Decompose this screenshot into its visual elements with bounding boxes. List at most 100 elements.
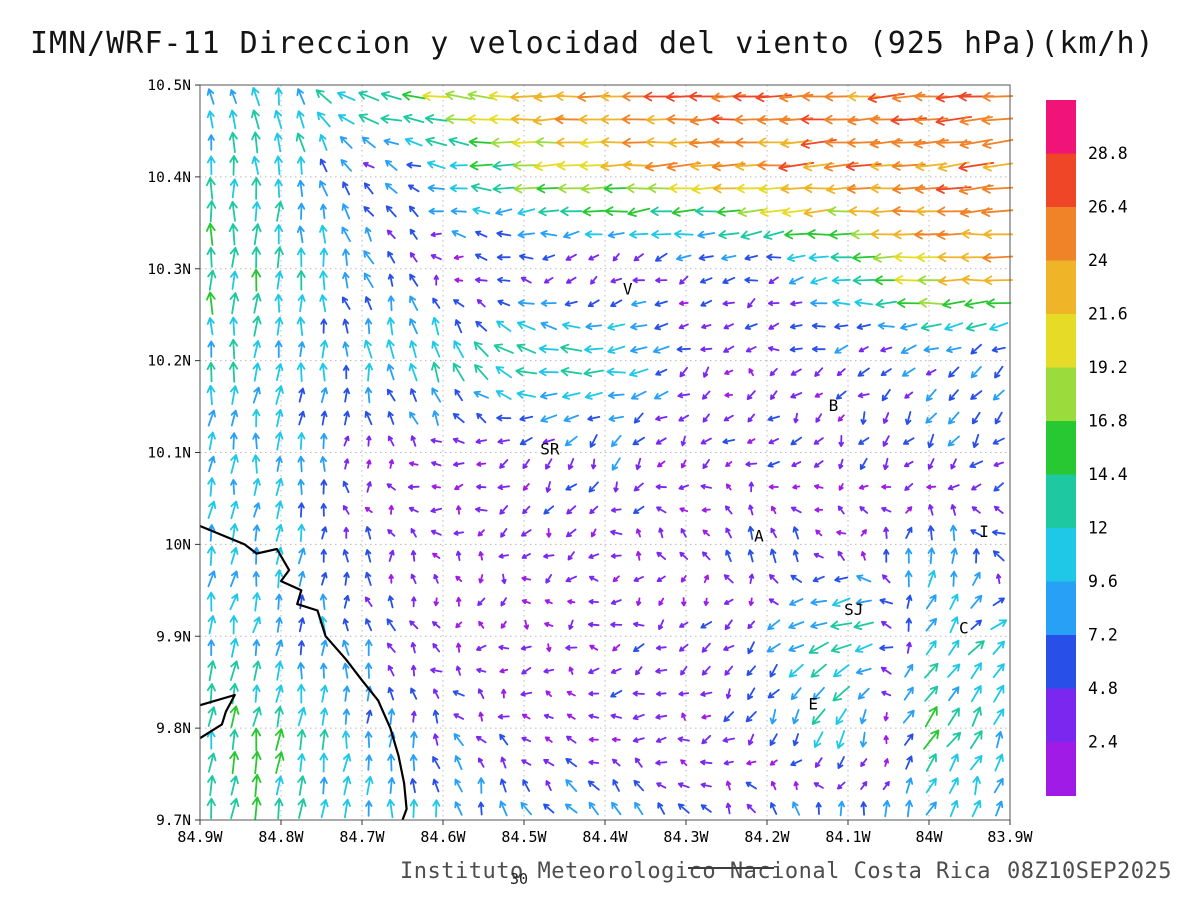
wind-arrow: [499, 800, 508, 817]
wind-arrow: [516, 390, 536, 399]
wind-arrow: [815, 413, 823, 423]
wind-arrow: [803, 207, 834, 218]
wind-arrow: [274, 293, 283, 313]
wind-arrow: [991, 346, 1006, 353]
wind-arrow: [948, 686, 960, 702]
wind-arrow: [319, 247, 329, 267]
wind-arrow: [769, 733, 778, 746]
wind-arrow: [297, 798, 307, 819]
wind-arrow: [769, 368, 778, 377]
wind-arrow: [701, 507, 711, 513]
wind-arrow: [658, 527, 664, 539]
wind-arrow: [409, 388, 417, 402]
wind-arrow: [497, 484, 510, 491]
wind-arrow: [697, 230, 716, 239]
wind-arrow: [387, 708, 396, 725]
wind-arrow: [860, 801, 867, 816]
wind-arrow: [274, 340, 283, 358]
wind-arrow: [832, 298, 851, 307]
colorbar-segment: [1046, 688, 1076, 743]
wind-arrow: [453, 340, 464, 358]
wind-arrow: [860, 411, 867, 425]
wind-arrow: [274, 246, 284, 269]
wind-arrow: [913, 91, 949, 102]
colorbar-segment: [1046, 742, 1076, 796]
wind-arrow: [320, 707, 329, 726]
wind-arrow: [543, 668, 555, 674]
wind-arrow: [321, 572, 328, 586]
wind-arrow: [588, 621, 600, 628]
wind-arrow: [402, 90, 426, 101]
wind-arrow: [813, 437, 824, 445]
wind-arrow: [891, 92, 926, 103]
wind-arrow: [992, 640, 1005, 655]
wind-arrow: [769, 663, 778, 678]
wind-arrow: [387, 777, 396, 794]
wind-arrow: [296, 247, 306, 268]
wind-arrow: [748, 573, 755, 584]
wind-arrow: [495, 208, 513, 216]
wind-arrow: [497, 713, 510, 720]
wind-arrow: [564, 435, 578, 447]
wind-arrow: [453, 299, 465, 308]
wind-arrow: [275, 775, 284, 796]
wind-arrow: [342, 685, 351, 702]
wind-arrow: [832, 597, 851, 607]
wind-arrow: [677, 736, 690, 743]
wind-arrow: [344, 458, 350, 470]
wind-arrow: [746, 803, 756, 814]
wind-arrow: [206, 384, 216, 406]
wind-arrow: [725, 461, 733, 467]
colorbar: 28.8 26.4 24 21.6 19.2 16.8 14.4 12 9.6 7.2 4.8 2.4: [1046, 100, 1128, 796]
colorbar-segment: [1046, 314, 1076, 368]
wind-arrow: [364, 596, 373, 607]
wind-arrow: [409, 620, 419, 630]
wind-arrow: [611, 736, 621, 743]
wind-arrow: [206, 291, 216, 315]
wind-arrow: [679, 275, 689, 285]
wind-arrow: [587, 299, 600, 307]
wind-arrow: [883, 758, 889, 767]
wind-arrow: [854, 298, 874, 307]
wind-arrow: [476, 484, 487, 490]
wind-arrow: [883, 548, 890, 563]
wind-arrow: [342, 364, 350, 380]
wind-arrow: [449, 161, 468, 170]
wind-arrow: [251, 773, 262, 798]
wind-arrow: [563, 414, 579, 423]
wind-arrow: [860, 758, 868, 767]
wind-arrow: [655, 368, 668, 376]
wind-arrow: [678, 414, 690, 422]
wind-arrow: [858, 484, 869, 490]
wind-arrow: [456, 505, 462, 515]
wind-arrow: [656, 551, 667, 560]
wind-arrow: [852, 275, 875, 286]
wind-arrow: [498, 644, 510, 651]
wind-arrow: [467, 90, 495, 101]
wind-arrow: [972, 433, 980, 449]
wind-arrow: [633, 576, 644, 582]
wind-arrow: [603, 183, 629, 194]
wind-arrow: [992, 529, 1006, 536]
wind-arrow: [631, 390, 647, 400]
wind-arrow: [365, 800, 373, 817]
wind-arrow: [316, 111, 331, 128]
wind-arrow: [521, 713, 531, 720]
wind-arrow: [430, 529, 442, 536]
wind-arrow: [430, 438, 442, 444]
wind-arrow: [497, 299, 511, 307]
wind-arrow: [810, 598, 828, 606]
wind-arrow: [857, 367, 870, 377]
wind-arrow: [475, 438, 487, 445]
wind-arrow: [723, 323, 734, 330]
wind-arrow: [632, 737, 645, 743]
wind-arrow: [474, 364, 489, 381]
wind-arrow: [342, 753, 352, 772]
wind-arrow: [788, 621, 805, 630]
wind-arrow: [905, 506, 913, 514]
wind-arrow: [814, 757, 823, 768]
wind-arrow: [452, 362, 465, 382]
x-tick-label: 84.9W: [177, 828, 223, 846]
wind-arrow: [274, 797, 284, 820]
wind-arrow: [632, 277, 645, 284]
